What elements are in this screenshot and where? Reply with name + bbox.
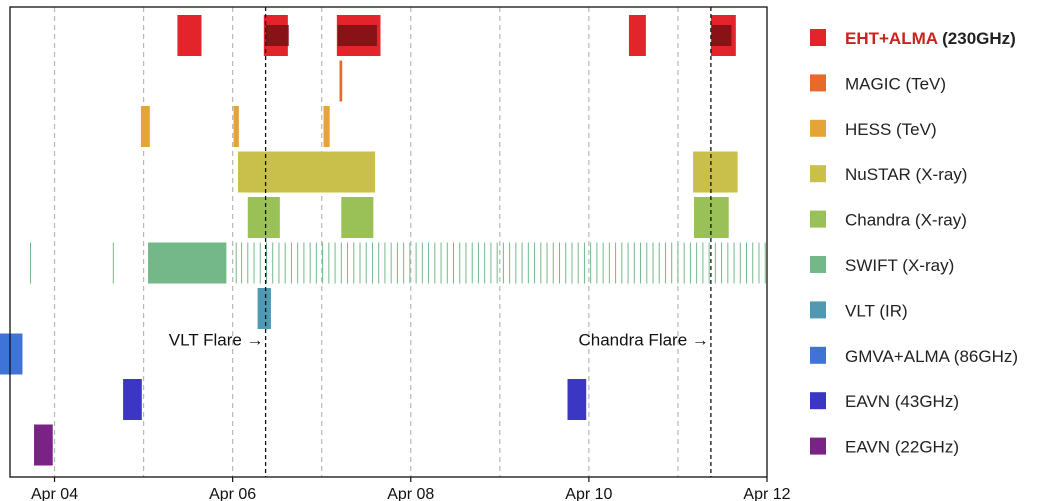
legend-swatch — [810, 437, 826, 455]
x-tick-label: Apr 10 — [565, 486, 612, 501]
observation-bar — [237, 151, 376, 193]
legend-label: SWIFT (X-ray) — [845, 256, 954, 275]
flare-marker-label: VLT Flare → — [169, 331, 264, 350]
x-tick-label: Apr 04 — [31, 486, 78, 501]
observation-bars — [0, 15, 766, 466]
legend-label: EHT+ALMA (230GHz) — [845, 29, 1016, 48]
legend-swatch — [810, 301, 826, 319]
legend-swatch — [810, 29, 826, 46]
legend-label: MAGIC (TeV) — [845, 74, 946, 93]
observation-bar — [123, 379, 142, 420]
observation-bar-highlight — [337, 25, 377, 46]
legend-swatch — [810, 256, 826, 273]
observation-bar — [693, 151, 738, 193]
observation-bar — [233, 106, 239, 147]
x-axis-ticks: Apr 04 Apr 06 Apr 08 Apr 10 Apr 12 — [31, 477, 791, 501]
observation-bar — [567, 379, 587, 420]
legend-label: EAVN (22GHz) — [845, 438, 959, 457]
legend-label: GMVA+ALMA (86GHz) — [845, 347, 1018, 366]
observation-bar — [341, 197, 374, 238]
legend-swatch — [810, 165, 826, 183]
flare-marker-label: Chandra Flare → — [579, 331, 709, 350]
legend-swatch — [810, 346, 826, 364]
observation-bar — [339, 60, 343, 102]
observation-bar — [140, 106, 150, 147]
observation-bar — [0, 333, 23, 375]
observation-bar — [148, 242, 227, 284]
x-tick-label: Apr 12 — [743, 486, 790, 501]
observation-bar — [628, 15, 646, 56]
flare-markers: VLT Flare → Chandra Flare → — [169, 7, 712, 477]
x-tick-label: Apr 08 — [387, 486, 434, 501]
legend-swatch — [810, 392, 826, 410]
legend-swatch — [810, 74, 826, 92]
plot-frame — [9, 6, 768, 478]
legend-label: NuSTAR (X-ray) — [845, 165, 967, 184]
observation-bar — [257, 288, 271, 329]
gridlines — [53, 7, 679, 477]
x-tick-label: Apr 06 — [209, 486, 256, 501]
legend-label: HESS (TeV) — [845, 120, 937, 139]
observation-bar-highlight — [265, 25, 289, 46]
legend-swatch — [810, 210, 826, 228]
observation-bar — [177, 15, 202, 56]
observation-bar — [247, 197, 280, 238]
observation-bar — [323, 106, 330, 147]
legend-label: EAVN (43GHz) — [845, 392, 959, 411]
observation-bar — [34, 424, 53, 466]
legend-swatch — [810, 119, 826, 137]
legend-label: Chandra (X-ray) — [845, 211, 967, 230]
legend: EHT+ALMA (230GHz) MAGIC (TeV) HESS (TeV) Nu… — [810, 29, 1018, 457]
legend-label: VLT (IR) — [845, 301, 908, 320]
observation-bar-highlight — [711, 25, 732, 46]
